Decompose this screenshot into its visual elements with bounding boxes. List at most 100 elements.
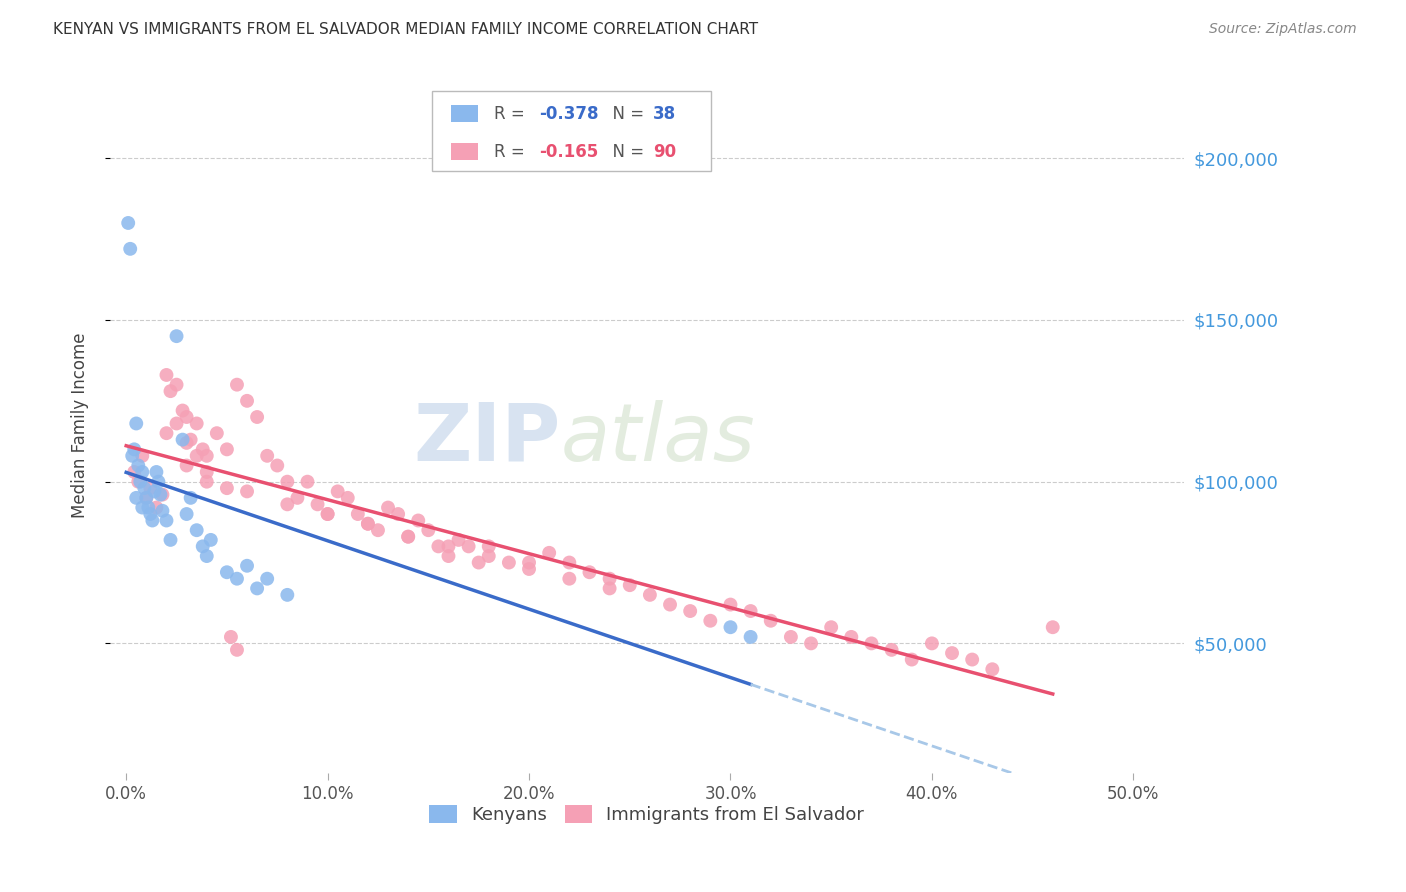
Point xyxy=(720,598,742,612)
Point xyxy=(166,417,188,431)
Point xyxy=(186,449,208,463)
Point xyxy=(127,475,149,489)
Point xyxy=(316,507,339,521)
Point xyxy=(166,329,188,343)
Point xyxy=(131,465,153,479)
Point xyxy=(226,643,249,657)
Point xyxy=(226,572,249,586)
Point xyxy=(517,562,540,576)
Point xyxy=(638,588,661,602)
Point xyxy=(195,475,218,489)
Point xyxy=(498,556,520,570)
Point xyxy=(276,475,298,489)
Point xyxy=(122,442,145,457)
Point xyxy=(195,549,218,563)
Point xyxy=(186,523,208,537)
Point xyxy=(960,652,983,666)
Point xyxy=(941,646,963,660)
Text: atlas: atlas xyxy=(561,400,756,478)
Point xyxy=(205,426,228,441)
Point xyxy=(191,442,214,457)
Point xyxy=(276,588,298,602)
Point xyxy=(246,582,269,596)
Point xyxy=(427,540,450,554)
Text: -0.378: -0.378 xyxy=(540,104,599,122)
FancyBboxPatch shape xyxy=(432,91,711,171)
Point xyxy=(186,417,208,431)
Point xyxy=(287,491,309,505)
Point xyxy=(377,500,399,515)
Point xyxy=(900,652,922,666)
Point xyxy=(138,500,160,515)
Text: Source: ZipAtlas.com: Source: ZipAtlas.com xyxy=(1209,22,1357,37)
Text: N =: N = xyxy=(602,104,650,122)
Point xyxy=(155,426,177,441)
Point xyxy=(326,484,349,499)
Point xyxy=(219,630,242,644)
Point xyxy=(276,497,298,511)
Point xyxy=(127,458,149,473)
Point xyxy=(180,433,202,447)
Point xyxy=(145,500,167,515)
Point xyxy=(699,614,721,628)
Point xyxy=(307,497,329,511)
Point xyxy=(226,377,249,392)
Point xyxy=(256,572,278,586)
Point xyxy=(619,578,641,592)
Point xyxy=(141,514,163,528)
Point xyxy=(215,566,238,580)
FancyBboxPatch shape xyxy=(451,105,478,122)
Point xyxy=(418,523,440,537)
Point xyxy=(139,507,162,521)
Point xyxy=(839,630,862,644)
Text: R =: R = xyxy=(495,143,530,161)
Point xyxy=(134,481,156,495)
Point xyxy=(195,465,218,479)
Point xyxy=(599,582,621,596)
Point xyxy=(120,242,142,256)
Point xyxy=(246,409,269,424)
Point xyxy=(215,481,238,495)
Point xyxy=(172,403,194,417)
Point xyxy=(143,484,166,499)
Point xyxy=(152,504,174,518)
Point xyxy=(740,630,762,644)
Point xyxy=(215,442,238,457)
Point xyxy=(347,507,370,521)
Point xyxy=(172,433,194,447)
Point xyxy=(578,566,600,580)
Point xyxy=(195,449,218,463)
Point xyxy=(297,475,319,489)
Point xyxy=(406,514,429,528)
Text: N =: N = xyxy=(602,143,650,161)
Point xyxy=(759,614,782,628)
Text: 90: 90 xyxy=(654,143,676,161)
Point xyxy=(176,409,198,424)
Point xyxy=(176,458,198,473)
Point xyxy=(357,516,380,531)
Point xyxy=(679,604,702,618)
Point xyxy=(121,449,143,463)
Point xyxy=(336,491,359,505)
Point xyxy=(437,540,460,554)
Point xyxy=(148,475,170,489)
Point xyxy=(236,393,259,408)
Point xyxy=(180,491,202,505)
Point xyxy=(139,481,162,495)
Point xyxy=(135,491,157,505)
Point xyxy=(720,620,742,634)
Point xyxy=(236,484,259,499)
Point xyxy=(145,465,167,479)
Point xyxy=(659,598,682,612)
Point xyxy=(166,377,188,392)
Point xyxy=(981,662,1004,676)
Point xyxy=(176,436,198,450)
Legend: Kenyans, Immigrants from El Salvador: Kenyans, Immigrants from El Salvador xyxy=(420,796,873,833)
Point xyxy=(176,507,198,521)
Point xyxy=(159,384,181,398)
Text: KENYAN VS IMMIGRANTS FROM EL SALVADOR MEDIAN FAMILY INCOME CORRELATION CHART: KENYAN VS IMMIGRANTS FROM EL SALVADOR ME… xyxy=(53,22,759,37)
Text: ZIP: ZIP xyxy=(413,400,561,478)
Point xyxy=(558,572,581,586)
Point xyxy=(820,620,842,634)
Point xyxy=(396,530,419,544)
